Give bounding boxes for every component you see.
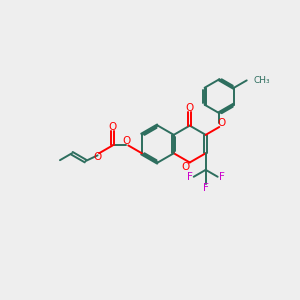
Text: O: O [186,103,194,113]
Text: O: O [218,118,226,128]
Text: F: F [203,183,208,193]
Text: O: O [182,162,190,172]
Text: F: F [187,172,193,182]
Text: F: F [219,172,224,182]
Text: O: O [93,152,101,162]
Text: O: O [109,122,117,131]
Text: O: O [122,136,130,146]
Text: CH₃: CH₃ [253,76,270,85]
